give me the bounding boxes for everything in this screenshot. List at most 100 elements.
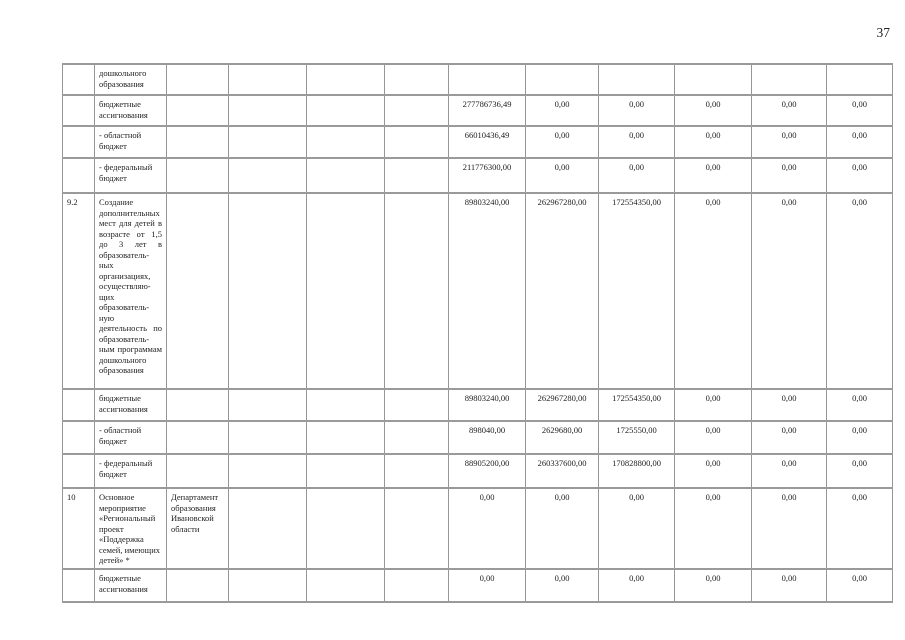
- value-cell: 0,00: [525, 125, 599, 159]
- value-cell: 66010436,49: [448, 125, 526, 159]
- value-cell: 89803240,00: [448, 388, 526, 422]
- empty-cell: [306, 125, 385, 159]
- value-cell: 0,00: [751, 125, 827, 159]
- value-cell: [826, 63, 893, 96]
- table-row: - федеральный бюджет 88905200,00 260337600…: [62, 453, 893, 489]
- value-cell: 0,00: [826, 568, 893, 603]
- empty-cell: [228, 388, 307, 422]
- empty-cell: [384, 94, 449, 127]
- empty-cell: [384, 388, 449, 422]
- table-row: - областной бюджет 66010436,49 0,00 0,00 0,0…: [62, 125, 893, 159]
- budget-table-body: дошкольного образования бюджетные ассигно…: [62, 63, 893, 603]
- value-cell: [674, 63, 752, 96]
- empty-cell: [306, 453, 385, 489]
- executor-cell: [166, 420, 229, 455]
- empty-cell: [228, 63, 307, 96]
- value-cell: 0,00: [826, 420, 893, 455]
- empty-cell: [384, 125, 449, 159]
- table-row: - областной бюджет 898040,00 2629680,00 172…: [62, 420, 893, 455]
- empty-cell: [384, 192, 449, 390]
- empty-cell: [306, 157, 385, 194]
- value-cell: 0,00: [674, 192, 752, 390]
- name-cell: - федеральный бюджет: [94, 453, 167, 489]
- name-cell: - областной бюджет: [94, 125, 167, 159]
- row-number-cell: 10: [62, 487, 95, 570]
- value-cell: 0,00: [674, 487, 752, 570]
- empty-cell: [306, 568, 385, 603]
- row-number-cell: [62, 568, 95, 603]
- row-number-cell: [62, 157, 95, 194]
- value-cell: 260337600,00: [525, 453, 599, 489]
- empty-cell: [228, 94, 307, 127]
- value-cell: 0,00: [826, 125, 893, 159]
- name-cell: Основное мероприятие «Региональный проек…: [94, 487, 167, 570]
- value-cell: 170828800,00: [598, 453, 675, 489]
- row-number-cell: [62, 63, 95, 96]
- value-cell: 0,00: [598, 487, 675, 570]
- value-cell: 0,00: [751, 487, 827, 570]
- row-number-cell: [62, 388, 95, 422]
- value-cell: 262967280,00: [525, 388, 599, 422]
- executor-cell: [166, 192, 229, 390]
- value-cell: 0,00: [751, 388, 827, 422]
- page-number: 37: [876, 25, 891, 40]
- value-cell: 0,00: [525, 487, 599, 570]
- row-number-cell: [62, 94, 95, 127]
- empty-cell: [384, 568, 449, 603]
- empty-cell: [228, 420, 307, 455]
- empty-cell: [228, 487, 307, 570]
- value-cell: 0,00: [448, 568, 526, 603]
- table-row: дошкольного образования: [62, 63, 893, 96]
- value-cell: 0,00: [598, 94, 675, 127]
- value-cell: 0,00: [674, 453, 752, 489]
- value-cell: 172554350,00: [598, 388, 675, 422]
- row-number-cell: [62, 420, 95, 455]
- value-cell: 0,00: [751, 453, 827, 489]
- empty-cell: [228, 157, 307, 194]
- name-cell: бюджетные ассигнования: [94, 568, 167, 603]
- empty-cell: [306, 388, 385, 422]
- value-cell: 0,00: [598, 157, 675, 194]
- value-cell: 0,00: [525, 94, 599, 127]
- empty-cell: [384, 453, 449, 489]
- value-cell: 0,00: [751, 192, 827, 390]
- value-cell: 2629680,00: [525, 420, 599, 455]
- row-number-cell: [62, 125, 95, 159]
- value-cell: 0,00: [598, 125, 675, 159]
- empty-cell: [228, 192, 307, 390]
- value-cell: [598, 63, 675, 96]
- value-cell: 0,00: [826, 94, 893, 127]
- value-cell: 0,00: [525, 157, 599, 194]
- executor-cell: [166, 94, 229, 127]
- name-cell: Создание дополнительных мест для детей в…: [94, 192, 167, 390]
- value-cell: 0,00: [674, 568, 752, 603]
- empty-cell: [306, 94, 385, 127]
- row-number-cell: [62, 453, 95, 489]
- value-cell: 0,00: [598, 568, 675, 603]
- executor-cell: [166, 157, 229, 194]
- table-row: - федеральный бюджет 211776300,00 0,00 0,00…: [62, 157, 893, 194]
- empty-cell: [228, 568, 307, 603]
- value-cell: 262967280,00: [525, 192, 599, 390]
- executor-cell: [166, 125, 229, 159]
- value-cell: 0,00: [674, 388, 752, 422]
- table-row: бюджетные ассигнования 0,00 0,00 0,00 0,00 0,…: [62, 568, 893, 603]
- value-cell: 89803240,00: [448, 192, 526, 390]
- value-cell: [751, 63, 827, 96]
- empty-cell: [384, 63, 449, 96]
- table-row: 9.2 Создание дополнительных мест для дете…: [62, 192, 893, 390]
- empty-cell: [384, 157, 449, 194]
- value-cell: 0,00: [751, 420, 827, 455]
- empty-cell: [228, 453, 307, 489]
- empty-cell: [306, 63, 385, 96]
- value-cell: 1725550,00: [598, 420, 675, 455]
- value-cell: 172554350,00: [598, 192, 675, 390]
- table-row: 10 Основное мероприятие «Региональный про…: [62, 487, 893, 570]
- table-row: бюджетные ассигнования 89803240,00 2629672…: [62, 388, 893, 422]
- value-cell: 0,00: [674, 125, 752, 159]
- value-cell: 211776300,00: [448, 157, 526, 194]
- value-cell: 0,00: [826, 388, 893, 422]
- value-cell: 0,00: [674, 420, 752, 455]
- executor-cell: [166, 388, 229, 422]
